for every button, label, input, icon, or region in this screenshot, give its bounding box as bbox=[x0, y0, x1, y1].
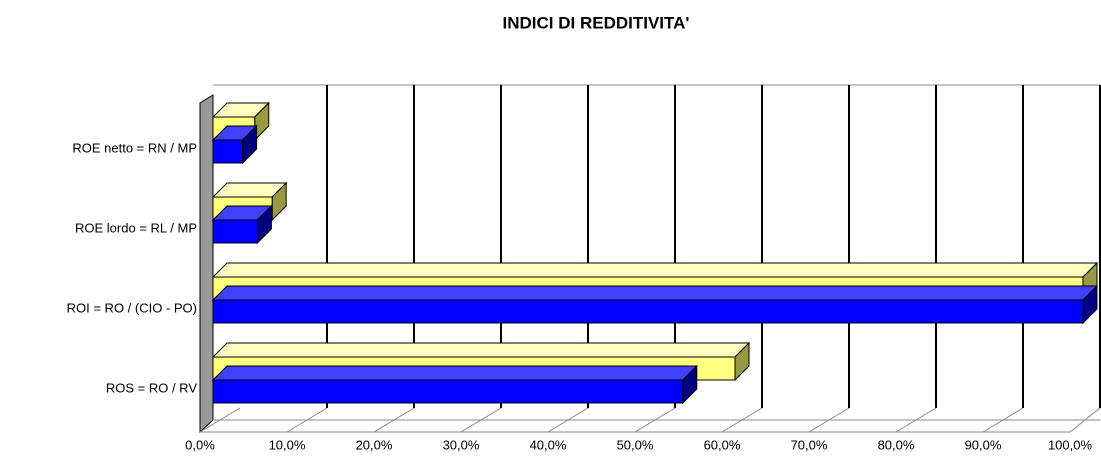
bar-top bbox=[211, 285, 1099, 301]
x-tick-label: 100,0% bbox=[1048, 437, 1093, 452]
bar bbox=[212, 139, 244, 164]
x-tick-label: 70,0% bbox=[791, 437, 828, 452]
chart-title: INDICI DI REDDITIVITA' bbox=[503, 13, 690, 32]
floor-line bbox=[199, 407, 241, 433]
x-tick-label: 20,0% bbox=[356, 437, 393, 452]
floor-line bbox=[721, 407, 763, 433]
bar-top bbox=[211, 342, 751, 358]
floor-line bbox=[895, 407, 937, 433]
x-tick-label: 30,0% bbox=[443, 437, 480, 452]
floor-line bbox=[460, 407, 502, 433]
floor-line bbox=[373, 407, 415, 433]
bar bbox=[212, 299, 1084, 324]
bar-top bbox=[211, 262, 1099, 278]
y-tick-label: ROE lordo = RL / MP bbox=[75, 220, 197, 235]
x-tick-label: 50,0% bbox=[617, 437, 654, 452]
x-tick-label: 60,0% bbox=[704, 437, 741, 452]
x-tick-label: 0,0% bbox=[185, 437, 215, 452]
floor-line bbox=[1069, 407, 1101, 433]
bar bbox=[212, 379, 684, 404]
floor-line bbox=[286, 407, 328, 433]
left-wall bbox=[199, 94, 214, 434]
x-tick-label: 40,0% bbox=[530, 437, 567, 452]
bar-top bbox=[211, 365, 699, 381]
floor-line bbox=[634, 407, 676, 433]
floor-line bbox=[547, 407, 589, 433]
floor-line bbox=[808, 407, 850, 433]
x-tick-label: 90,0% bbox=[965, 437, 1002, 452]
x-tick-label: 10,0% bbox=[269, 437, 306, 452]
bar bbox=[212, 219, 258, 244]
x-tick-label: 80,0% bbox=[878, 437, 915, 452]
y-tick-label: ROE netto = RN / MP bbox=[72, 140, 197, 155]
y-tick-label: ROI = RO / (CIO - PO) bbox=[67, 300, 197, 315]
y-tick-label: ROS = RO / RV bbox=[106, 380, 197, 395]
floor-line bbox=[982, 407, 1024, 433]
